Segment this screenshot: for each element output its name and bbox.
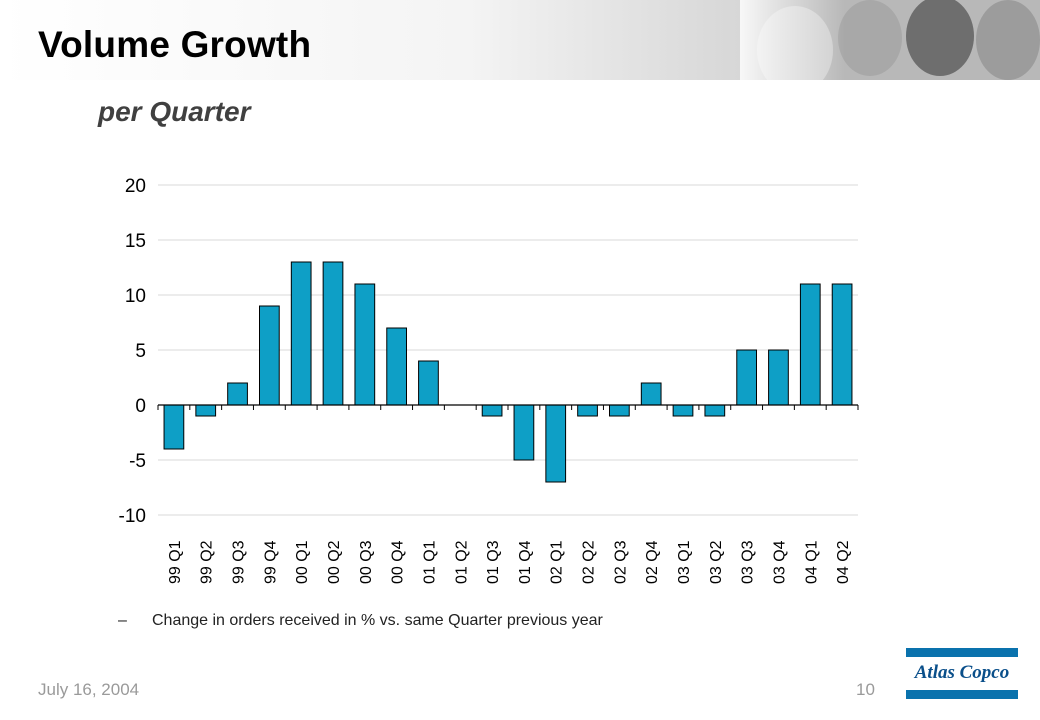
y-tick-label: 0 — [135, 396, 146, 417]
y-tick-label: 10 — [125, 286, 146, 307]
x-tick-label: 99 Q3 — [231, 540, 248, 584]
bar — [354, 283, 376, 406]
footnote-text: Change in orders received in % vs. same … — [152, 612, 603, 629]
x-tick-label: 01 Q3 — [485, 540, 502, 584]
bar — [195, 404, 217, 417]
x-tick-label: 02 Q2 — [581, 540, 598, 584]
x-tick-label: 03 Q2 — [708, 540, 725, 584]
x-tick-label: 00 Q3 — [358, 540, 375, 584]
y-tick-label: 20 — [125, 176, 146, 197]
x-tick-label: 99 Q1 — [167, 540, 184, 584]
y-tick-label: -10 — [119, 506, 146, 527]
y-tick-label: 15 — [125, 231, 146, 252]
bar — [290, 261, 312, 406]
bar — [163, 404, 185, 450]
volume-growth-bar-chart: -10 -5 0 5 10 15 20 99 Q1 99 Q2 99 Q3 99 Q4 00 Q1 00… — [119, 176, 859, 584]
y-tick-label: 5 — [135, 341, 146, 362]
x-tick-label: 03 Q4 — [771, 540, 788, 584]
footnote-bullet: – — [118, 612, 127, 629]
x-tick-label: 02 Q1 — [549, 540, 566, 584]
x-tick-label: 02 Q4 — [644, 540, 661, 584]
x-tick-label: 99 Q4 — [262, 540, 279, 584]
y-tick-label: -5 — [129, 451, 146, 472]
x-tick-label: 03 Q1 — [676, 540, 693, 584]
logo-wordmark: Atlas Copco — [914, 662, 1010, 683]
bar — [386, 327, 408, 406]
bar — [768, 349, 789, 406]
bar — [640, 382, 662, 406]
bar — [577, 404, 598, 417]
slide-subtitle: per Quarter — [98, 96, 251, 127]
x-tick-label: 01 Q1 — [421, 540, 438, 584]
logo-top-bar — [906, 648, 1018, 657]
x-tick-label: 02 Q3 — [612, 540, 629, 584]
bar — [227, 382, 248, 406]
x-tick-label: 99 Q2 — [199, 540, 216, 584]
x-tick-label: 01 Q2 — [453, 540, 470, 584]
x-tick-label: 04 Q2 — [835, 540, 852, 584]
bar — [672, 404, 694, 417]
slide-title: Volume Growth — [38, 24, 312, 65]
bar — [322, 261, 344, 406]
x-tick-label: 00 Q2 — [326, 540, 343, 584]
x-tick-label: 03 Q3 — [740, 540, 757, 584]
bar — [799, 283, 821, 406]
bar — [259, 305, 280, 406]
x-tick-label: 00 Q1 — [294, 540, 311, 584]
bar — [609, 404, 630, 417]
bar — [736, 349, 757, 406]
bar — [831, 283, 853, 406]
bar — [418, 360, 439, 406]
bar — [704, 404, 726, 417]
bar — [545, 404, 567, 483]
bar — [513, 404, 535, 461]
x-tick-label: 00 Q4 — [390, 540, 407, 584]
x-tick-label: 04 Q1 — [803, 540, 820, 584]
x-tick-label: 01 Q4 — [517, 540, 534, 584]
footer-date: July 16, 2004 — [38, 680, 140, 699]
header-banner — [0, 0, 1040, 80]
logo-bottom-bar — [906, 690, 1018, 699]
people-photo — [740, 0, 1040, 80]
page-number: 10 — [856, 680, 875, 699]
atlas-copco-logo: Atlas Copco — [906, 648, 1018, 700]
chart-footnote: – Change in orders received in % vs. same… — [118, 612, 603, 630]
bar — [481, 404, 503, 417]
